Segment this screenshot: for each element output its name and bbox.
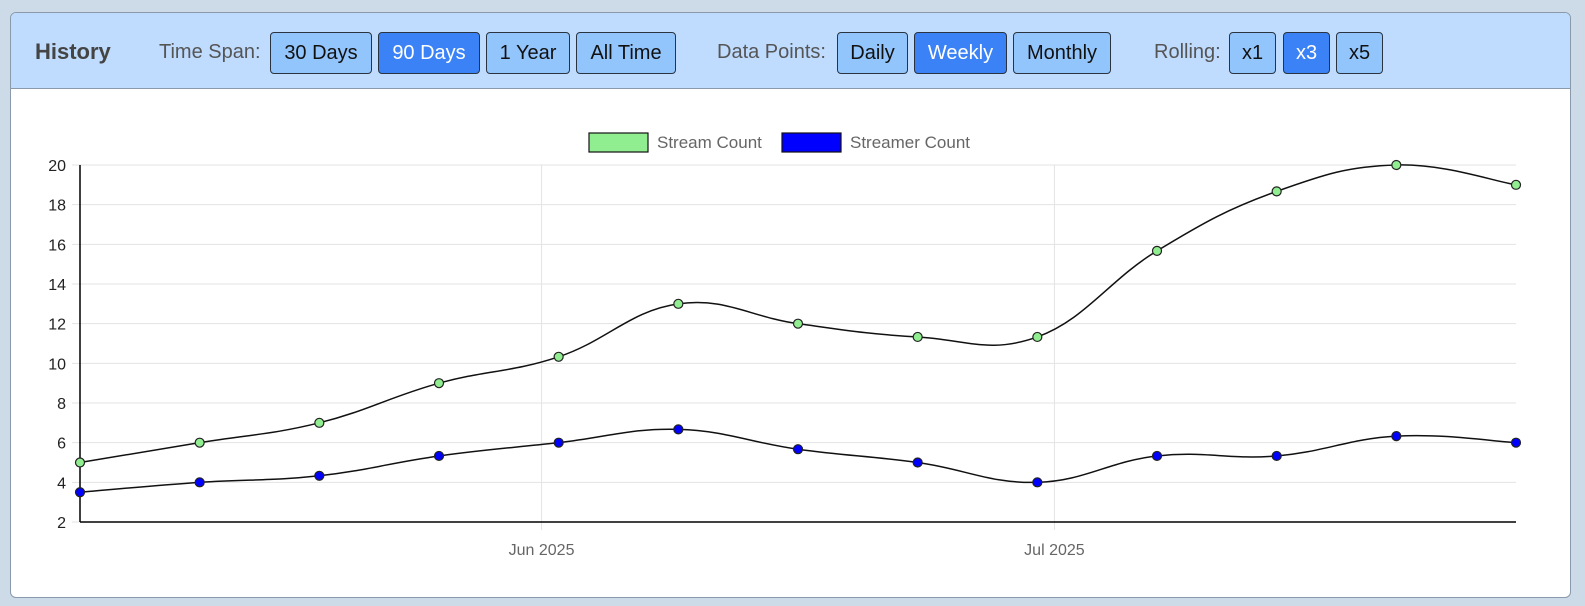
- y-tick-label: 20: [48, 158, 66, 175]
- stream-count-point[interactable]: [792, 318, 804, 329]
- streamer-count-point[interactable]: [314, 470, 325, 481]
- stream-count-point[interactable]: [1032, 331, 1043, 343]
- streamer-count-point[interactable]: [673, 424, 684, 435]
- stream-count-point[interactable]: [194, 437, 205, 448]
- stream-count-point[interactable]: [553, 351, 564, 362]
- streamer-count-point[interactable]: [553, 437, 564, 448]
- rolling-x1-button[interactable]: x1: [1229, 32, 1276, 74]
- streamer-count-point[interactable]: [433, 450, 445, 462]
- stream-count-point[interactable]: [1391, 159, 1402, 171]
- data-points-weekly-button[interactable]: Weekly: [914, 32, 1007, 74]
- chart-legend[interactable]: Stream Count Streamer Count: [588, 132, 970, 153]
- stream-count-point[interactable]: [314, 417, 325, 428]
- stream-count-point[interactable]: [1271, 186, 1282, 197]
- time-span-all-time-button[interactable]: All Time: [576, 32, 676, 74]
- rolling-x3-button[interactable]: x3: [1283, 32, 1330, 74]
- time-span-1-year-button[interactable]: 1 Year: [486, 32, 570, 74]
- streamer-count-point[interactable]: [1271, 450, 1282, 462]
- y-tick-label: 16: [48, 237, 66, 254]
- data-points-monthly-button[interactable]: Monthly: [1013, 32, 1111, 74]
- stream-count-point[interactable]: [74, 457, 86, 468]
- streamer-count-point[interactable]: [912, 457, 923, 468]
- stream-count-point[interactable]: [1151, 245, 1163, 256]
- y-tick-label: 14: [48, 277, 66, 294]
- y-tick-label: 8: [57, 396, 66, 413]
- y-tick-label: 18: [48, 198, 66, 215]
- chart-data-points: [74, 159, 1522, 498]
- history-panel: History Time Span: 30 Days 90 Days 1 Yea…: [10, 12, 1571, 598]
- legend-swatch[interactable]: [781, 132, 842, 153]
- history-toolbar: History Time Span: 30 Days 90 Days 1 Yea…: [11, 13, 1570, 89]
- y-tick-label: 6: [57, 436, 66, 453]
- time-span-90-days-button[interactable]: 90 Days: [378, 32, 480, 74]
- legend-swatch[interactable]: [588, 132, 649, 153]
- stream-count-point[interactable]: [912, 331, 923, 343]
- y-tick-label: 2: [57, 515, 66, 532]
- legend-label[interactable]: Stream Count: [657, 133, 762, 152]
- data-points-daily-button[interactable]: Daily: [837, 32, 908, 74]
- panel-title: History: [35, 39, 111, 64]
- y-tick-label: 10: [48, 356, 66, 373]
- streamer-count-point[interactable]: [792, 444, 804, 455]
- chart-axes: 2 4 6 8 10 12 14 16 18 20 Jun 2025 Jul 2025: [48, 158, 1516, 559]
- streamer-count-point[interactable]: [194, 477, 205, 488]
- time-span-30-days-button[interactable]: 30 Days: [270, 32, 372, 74]
- time-span-label: Time Span:: [159, 41, 261, 63]
- streamer-count-point[interactable]: [1032, 477, 1043, 488]
- stream-count-point[interactable]: [433, 378, 445, 389]
- rolling-label: Rolling:: [1154, 41, 1221, 63]
- stream-count-point[interactable]: [1510, 179, 1522, 190]
- chart-grid: [72, 164, 1516, 530]
- x-tick-label: Jul 2025: [1024, 542, 1085, 559]
- legend-label[interactable]: Streamer Count: [850, 133, 970, 152]
- stream-count-point[interactable]: [673, 298, 684, 309]
- streamer-count-point[interactable]: [74, 487, 86, 498]
- y-tick-label: 4: [57, 475, 66, 492]
- rolling-x5-button[interactable]: x5: [1336, 32, 1383, 74]
- streamer-count-point[interactable]: [1391, 431, 1402, 442]
- x-tick-label: Jun 2025: [509, 542, 575, 559]
- stream-count-line: [79, 164, 1517, 464]
- streamer-count-point[interactable]: [1151, 450, 1163, 462]
- history-line-chart: 2 4 6 8 10 12 14 16 18 20 Jun 2025 Jul 2025 Stream …: [48, 132, 1522, 559]
- data-points-label: Data Points:: [717, 41, 826, 63]
- streamer-count-point[interactable]: [1510, 437, 1522, 448]
- y-tick-label: 12: [48, 317, 66, 334]
